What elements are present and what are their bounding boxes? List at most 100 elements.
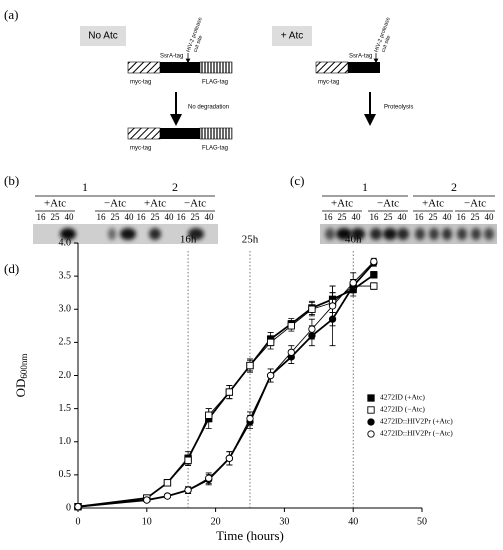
growth-chart: 0 10 20 30 40 50 0 0.5 1.0 1.5 2.0 2.5 3.0 3.5 4.0 Time… bbox=[13, 234, 453, 543]
point bbox=[246, 414, 254, 423]
legend-symbol bbox=[367, 394, 375, 402]
tag-label: FLAG-tag bbox=[202, 146, 228, 152]
x-tick-label: 30 bbox=[279, 516, 289, 527]
condition-box bbox=[272, 26, 312, 46]
band bbox=[108, 228, 116, 240]
tag-label: myc-tag bbox=[130, 146, 151, 152]
point bbox=[266, 338, 275, 347]
point bbox=[225, 388, 234, 396]
point bbox=[205, 474, 213, 482]
time-label: 40 bbox=[398, 212, 408, 222]
band bbox=[442, 228, 452, 240]
panel-label: (b) bbox=[4, 173, 19, 188]
y-tick-label: 0 bbox=[66, 502, 71, 513]
point bbox=[184, 486, 192, 494]
time-label: 25 bbox=[471, 212, 481, 222]
x-tick-label: 0 bbox=[76, 516, 81, 527]
y-tick-label: 2.5 bbox=[59, 337, 72, 348]
x-axis-label: Time (hours) bbox=[216, 528, 284, 543]
point bbox=[266, 371, 275, 380]
time-label: 40 bbox=[125, 212, 135, 222]
condition-label: No Atc bbox=[88, 31, 117, 42]
band bbox=[415, 228, 425, 240]
time-label: 25 bbox=[384, 212, 394, 222]
blots: +Atc 16 25 40 −Atc 16 25 40 +Atc 16 25 40 −Atc 16 25 40… bbox=[33, 180, 497, 244]
y-tick-label: 3.5 bbox=[59, 270, 72, 281]
time-label: 25 bbox=[111, 212, 121, 222]
legend-label: 4272ID::HIV2Pr (+Atc) bbox=[380, 417, 453, 426]
time-label: 40 bbox=[65, 212, 75, 222]
condition-label: +Atc bbox=[144, 198, 166, 210]
condition-label: −Atc bbox=[464, 198, 486, 210]
legend-item: 4272ID (+Atc) bbox=[367, 393, 425, 402]
point bbox=[308, 325, 316, 333]
time-label: 16 bbox=[415, 212, 425, 222]
tag-label: myc-tag bbox=[318, 80, 339, 86]
time-label: 40 bbox=[165, 212, 175, 222]
condition-box bbox=[80, 26, 126, 46]
time-marker-label: 16h bbox=[180, 234, 197, 246]
panel-label: (a) bbox=[4, 7, 18, 22]
band bbox=[351, 228, 365, 240]
tag-label: myc-tag bbox=[130, 80, 151, 86]
time-label: 40 bbox=[352, 212, 362, 222]
time-marker-label: 25h bbox=[242, 234, 259, 246]
step-label: No degradation bbox=[188, 105, 229, 111]
legend-symbol bbox=[367, 406, 375, 414]
point bbox=[328, 302, 337, 310]
y-tick-label: 1.0 bbox=[59, 436, 72, 447]
panel-label: (c) bbox=[290, 173, 304, 188]
x-tick-label: 40 bbox=[348, 516, 358, 527]
tag-label: FLAG-tag bbox=[202, 80, 228, 86]
y-tick-label: 4.0 bbox=[59, 237, 72, 248]
band bbox=[471, 228, 481, 240]
site-label: cut site bbox=[193, 35, 205, 53]
band bbox=[383, 228, 397, 240]
group-label: 1 bbox=[82, 180, 88, 194]
point bbox=[143, 496, 151, 504]
condition-label: +Atc bbox=[331, 198, 353, 210]
panel-label: (d) bbox=[4, 261, 19, 276]
time-label: 16 bbox=[370, 212, 380, 222]
band bbox=[457, 228, 467, 240]
time-label: 16 bbox=[137, 212, 147, 222]
band bbox=[325, 228, 335, 240]
time-label: 16 bbox=[457, 212, 467, 222]
condition-label: −Atc bbox=[104, 198, 126, 210]
band bbox=[397, 228, 409, 240]
point bbox=[225, 454, 234, 462]
time-label: 16 bbox=[97, 212, 107, 222]
point bbox=[184, 456, 192, 464]
group-label: 2 bbox=[451, 180, 457, 194]
legend-symbol bbox=[367, 418, 375, 426]
tag-label: SsrA-tag bbox=[349, 54, 372, 60]
construct bbox=[127, 61, 233, 74]
condition-label: +Atc bbox=[422, 198, 444, 210]
condition-label: +Atc bbox=[44, 198, 66, 210]
series bbox=[74, 279, 378, 511]
y-label-sub: 600nm bbox=[19, 354, 29, 379]
time-marker-label: 40h bbox=[345, 234, 362, 246]
legend-label: 4272ID (+Atc) bbox=[380, 393, 425, 402]
group-label: 1 bbox=[362, 180, 368, 194]
point bbox=[205, 411, 213, 419]
condition-label: −Atc bbox=[377, 198, 399, 210]
series bbox=[74, 257, 378, 511]
time-label: 25 bbox=[429, 212, 439, 222]
y-tick-label: 3.0 bbox=[59, 304, 72, 315]
y-tick-label: 1.5 bbox=[59, 403, 72, 414]
time-label: 25 bbox=[51, 212, 61, 222]
band bbox=[149, 228, 161, 240]
band bbox=[484, 228, 494, 240]
legend-symbol bbox=[367, 430, 375, 438]
group-label: 2 bbox=[172, 180, 178, 194]
legend-item: 4272ID::HIV2Pr (−Atc) bbox=[367, 429, 453, 438]
point bbox=[74, 503, 82, 511]
legend-label: 4272ID::HIV2Pr (−Atc) bbox=[380, 429, 453, 438]
legend-item: 4272ID (−Atc) bbox=[367, 405, 425, 414]
step-label: Proteolysis bbox=[384, 105, 413, 111]
condition-label: + Atc bbox=[281, 31, 304, 42]
legend-label: 4272ID (−Atc) bbox=[380, 405, 425, 414]
y-tick-label: 2.0 bbox=[59, 370, 72, 381]
